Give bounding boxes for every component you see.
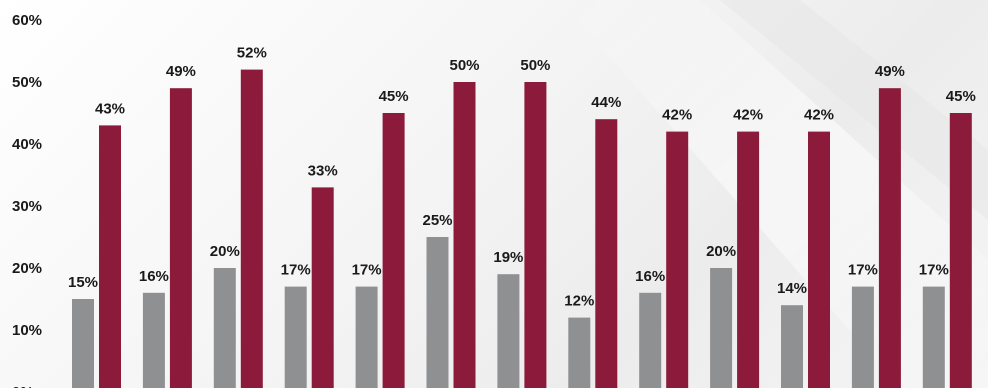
data-label: 14% (777, 280, 807, 297)
data-label: 20% (706, 243, 736, 260)
bar-gray (142, 292, 165, 388)
data-label: 42% (662, 107, 692, 124)
bar-maroon (382, 113, 405, 388)
bar-gray (497, 274, 520, 388)
y-tick-label: 60% (12, 12, 42, 29)
y-tick-label: 10% (12, 322, 42, 339)
data-label: 15% (68, 274, 98, 291)
y-tick-label: 30% (12, 198, 42, 215)
data-label: 19% (493, 249, 523, 266)
data-label: 45% (946, 88, 976, 105)
bar-gray (568, 317, 591, 388)
data-label: 43% (95, 100, 125, 117)
data-label: 20% (210, 243, 240, 260)
data-label: 16% (635, 268, 665, 285)
bar-gray (781, 305, 803, 388)
data-label: 50% (520, 57, 550, 74)
bar-maroon (595, 119, 618, 388)
bar-maroon (666, 131, 689, 388)
bar-maroon (311, 187, 334, 388)
y-tick-label: 0% (12, 384, 34, 388)
bar-maroon (99, 125, 121, 388)
data-label: 17% (352, 262, 382, 279)
data-label: 42% (804, 107, 834, 124)
bar-maroon (524, 82, 547, 388)
data-label: 33% (308, 162, 338, 179)
bar-gray (426, 237, 449, 388)
bar-gray (922, 286, 945, 388)
y-tick-label: 20% (12, 260, 42, 277)
data-label: 49% (875, 63, 905, 80)
data-label: 25% (422, 212, 452, 229)
bar-maroon (169, 88, 192, 388)
data-labels: 15% 43% 16% 49% 20% 52% 17% 33% 17% 45% 25% 50% 19% 5… (68, 45, 976, 310)
bar-gray (355, 286, 378, 388)
bar-gray (851, 286, 874, 388)
bar-maroon (878, 88, 901, 388)
data-label: 45% (379, 88, 409, 105)
bar-maroon (949, 113, 972, 388)
data-label: 49% (166, 63, 196, 80)
data-label: 52% (237, 45, 267, 62)
y-tick-label: 50% (12, 74, 42, 91)
data-label: 17% (919, 262, 949, 279)
bars (72, 69, 972, 388)
data-label: 44% (591, 94, 621, 111)
data-label: 17% (848, 262, 878, 279)
bar-gray (72, 299, 94, 388)
bar-maroon (737, 131, 760, 388)
data-label: 17% (281, 262, 311, 279)
bar-maroon (808, 131, 830, 388)
bar-gray (710, 268, 733, 388)
y-tick-label: 40% (12, 136, 42, 153)
bar-gray (213, 268, 236, 388)
data-label: 42% (733, 107, 763, 124)
bar-maroon (240, 69, 263, 388)
data-label: 50% (449, 57, 479, 74)
bar-gray (639, 292, 662, 388)
bar-gray (284, 286, 307, 388)
bar-maroon (453, 82, 476, 388)
data-label: 16% (139, 268, 169, 285)
y-axis: 0% 10% 20% 30% 40% 50% 60% (12, 12, 42, 388)
data-label: 12% (564, 293, 594, 310)
